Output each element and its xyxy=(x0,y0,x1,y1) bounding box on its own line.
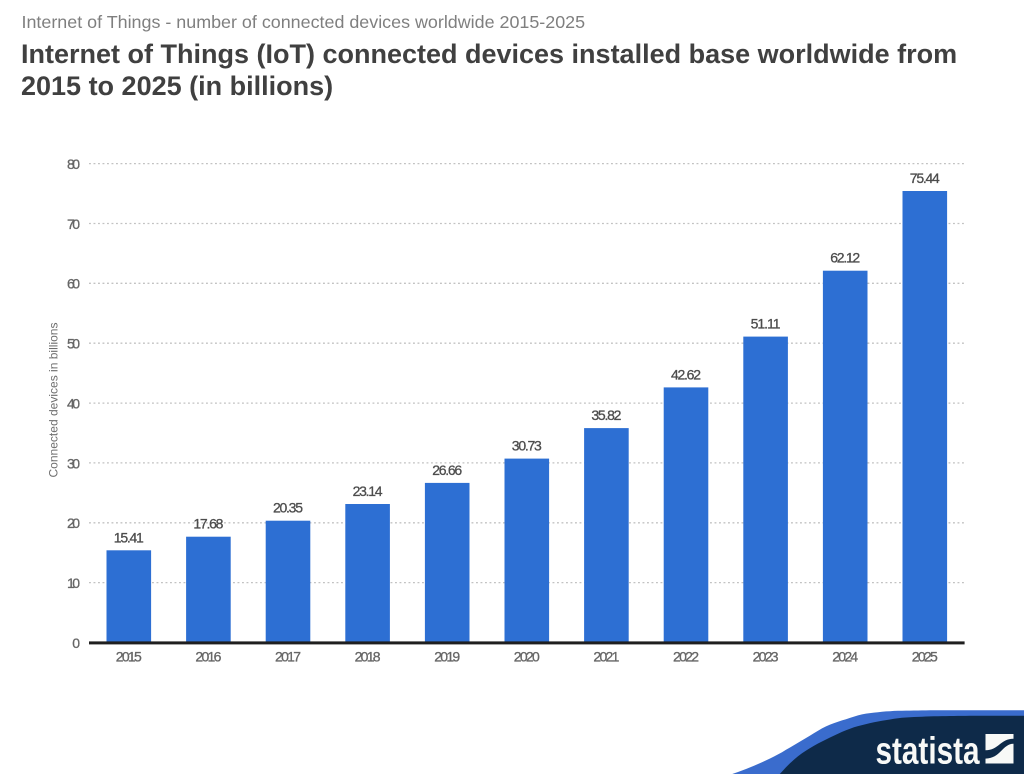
svg-text:23.14: 23.14 xyxy=(353,483,383,499)
svg-text:70: 70 xyxy=(67,216,80,232)
svg-text:10: 10 xyxy=(67,575,80,591)
svg-text:42.62: 42.62 xyxy=(671,366,701,382)
svg-text:0: 0 xyxy=(72,635,80,651)
svg-text:15.41: 15.41 xyxy=(114,529,144,545)
svg-text:75.44: 75.44 xyxy=(910,170,940,186)
svg-text:26.66: 26.66 xyxy=(432,462,462,478)
svg-text:40: 40 xyxy=(67,396,80,412)
svg-text:17.68: 17.68 xyxy=(193,516,223,532)
svg-text:2017: 2017 xyxy=(275,649,301,665)
svg-text:2015: 2015 xyxy=(116,649,142,665)
svg-text:80: 80 xyxy=(67,156,80,172)
svg-text:2022: 2022 xyxy=(673,649,699,665)
svg-text:20.35: 20.35 xyxy=(273,500,303,516)
svg-text:30: 30 xyxy=(67,455,80,471)
svg-text:35.82: 35.82 xyxy=(591,407,621,423)
svg-text:2016: 2016 xyxy=(195,649,221,665)
svg-text:30.73: 30.73 xyxy=(512,438,542,454)
svg-text:2025: 2025 xyxy=(912,649,938,665)
svg-text:2020: 2020 xyxy=(514,649,540,665)
svg-text:2021: 2021 xyxy=(593,649,619,665)
svg-text:20: 20 xyxy=(67,515,80,531)
svg-text:51.11: 51.11 xyxy=(751,316,781,332)
svg-text:62.12: 62.12 xyxy=(830,250,860,266)
svg-text:statista: statista xyxy=(876,731,981,773)
svg-text:2018: 2018 xyxy=(355,649,381,665)
svg-text:60: 60 xyxy=(67,276,80,292)
svg-text:Connected devices in billions: Connected devices in billions xyxy=(47,323,61,478)
svg-text:2023: 2023 xyxy=(753,649,779,665)
svg-text:2024: 2024 xyxy=(832,649,858,665)
svg-text:50: 50 xyxy=(67,336,80,352)
svg-text:2019: 2019 xyxy=(434,649,460,665)
